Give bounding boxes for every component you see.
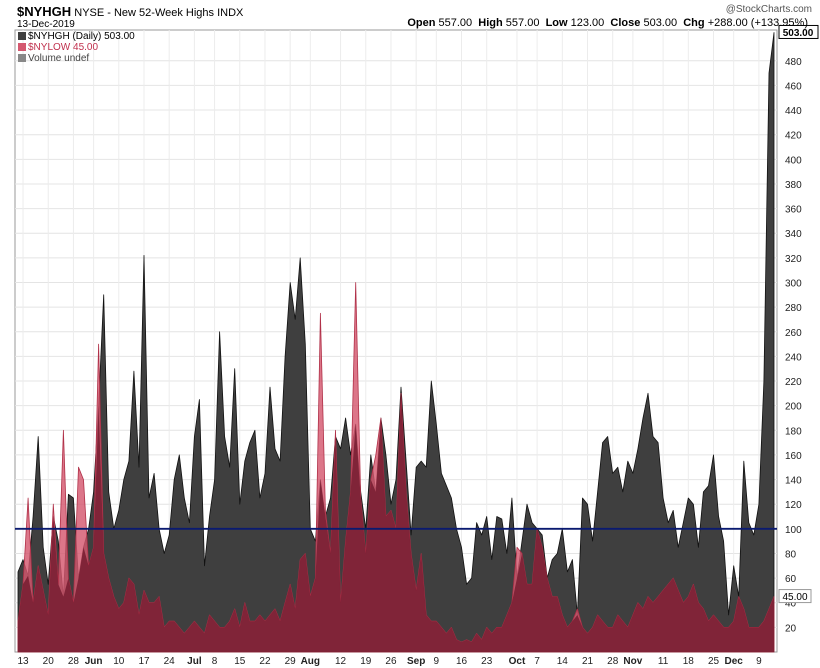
- x-tick-label: 18: [683, 656, 695, 667]
- open-value: 557.00: [438, 17, 473, 29]
- x-tick-label: 22: [259, 656, 271, 667]
- x-tick-label: Sep: [407, 656, 425, 667]
- last-value-markers: 503.00 45.00: [778, 24, 819, 604]
- y-tick-label: 220: [785, 377, 802, 388]
- y-tick-label: 200: [785, 402, 802, 413]
- x-tick-label: 16: [456, 656, 468, 667]
- chart-date: 13-Dec-2019: [17, 19, 75, 30]
- y-tick-label: 160: [785, 451, 802, 462]
- x-tick-label: 24: [164, 656, 176, 667]
- open-label: Open: [407, 17, 436, 29]
- svg-text:45.00: 45.00: [782, 592, 807, 603]
- close-label: Close: [610, 17, 641, 29]
- legend-volume-label: Volume undef: [28, 53, 90, 64]
- y-tick-label: 360: [785, 205, 802, 216]
- y-tick-label: 120: [785, 500, 802, 511]
- y-tick-label: 140: [785, 476, 802, 487]
- y-tick-label: 60: [785, 574, 797, 585]
- legend-highs-swatch: [18, 32, 26, 40]
- y-tick-label: 20: [785, 623, 797, 634]
- x-tick-label: 9: [434, 656, 440, 667]
- y-tick-label: 80: [785, 549, 797, 560]
- x-tick-label: 26: [385, 656, 397, 667]
- legend-lows-swatch: [18, 43, 26, 51]
- x-tick-label: 28: [607, 656, 619, 667]
- chart-header: $NYHGH NYSE - New 52-Week Highs INDX: [17, 5, 243, 20]
- y-axis-labels: 20 40 60 80 100 120 140 160 180 200 220 240 260 280 30…: [785, 57, 802, 635]
- low-value: 123.00: [570, 17, 605, 29]
- low-label: Low: [545, 17, 568, 29]
- x-tick-label: 13: [17, 656, 29, 667]
- x-tick-label: 17: [138, 656, 150, 667]
- x-tick-label: Oct: [509, 656, 526, 667]
- legend-lows: $NYLOW 45.00: [18, 42, 98, 53]
- x-tick-label: 19: [360, 656, 372, 667]
- x-tick-label: 8: [212, 656, 218, 667]
- x-tick-label: 23: [481, 656, 493, 667]
- x-tick-label: 29: [285, 656, 297, 667]
- x-tick-label: Aug: [301, 656, 320, 667]
- x-tick-label: Jul: [187, 656, 202, 667]
- y-tick-label: 440: [785, 106, 802, 117]
- close-value: 503.00: [643, 17, 678, 29]
- symbol: $NYHGH: [17, 4, 72, 19]
- chg-label: Chg: [683, 17, 705, 29]
- legend-volume: Volume undef: [18, 53, 89, 64]
- x-tick-label: 11: [658, 656, 669, 667]
- y-tick-label: 100: [785, 525, 802, 536]
- x-tick-label: 7: [534, 656, 540, 667]
- y-tick-label: 240: [785, 352, 802, 363]
- x-tick-label: 15: [234, 656, 246, 667]
- x-tick-label: Dec: [725, 656, 744, 667]
- legend-highs: $NYHGH (Daily) 503.00: [18, 31, 135, 42]
- overlap-area: [18, 393, 774, 652]
- legend-highs-label: $NYHGH (Daily) 503.00: [28, 31, 135, 42]
- high-label: High: [478, 17, 503, 29]
- y-tick-label: 40: [785, 599, 797, 610]
- x-tick-label: Nov: [623, 656, 642, 667]
- type-label: INDX: [217, 7, 244, 19]
- x-tick-label: 21: [582, 656, 594, 667]
- credit: @StockCharts.com: [725, 4, 812, 15]
- ohlc-readout: Open 557.00 High 557.00 Low 123.00 Close…: [407, 17, 808, 30]
- y-tick-label: 180: [785, 426, 802, 437]
- x-tick-label: 9: [756, 656, 762, 667]
- y-tick-label: 400: [785, 155, 802, 166]
- x-tick-label: 14: [557, 656, 569, 667]
- x-tick-label: 12: [335, 656, 347, 667]
- x-tick-label: 25: [708, 656, 720, 667]
- svg-text:503.00: 503.00: [783, 28, 814, 39]
- y-tick-label: 480: [785, 57, 802, 68]
- y-tick-label: 280: [785, 303, 802, 314]
- last-value-highs: 503.00: [778, 24, 819, 39]
- x-tick-label: 20: [43, 656, 55, 667]
- y-tick-label: 320: [785, 254, 802, 265]
- x-tick-label: Jun: [85, 656, 103, 667]
- legend-volume-swatch: [18, 54, 26, 62]
- x-axis-labels: 13 20 28 Jun 10 17 24 Jul 8 15 22 29 Aug 12 19 26 Sep 9 16…: [17, 656, 762, 667]
- last-value-lows: 45.00: [778, 589, 812, 604]
- legend-lows-label: $NYLOW 45.00: [28, 42, 99, 53]
- y-tick-label: 300: [785, 278, 802, 289]
- y-tick-label: 260: [785, 328, 802, 339]
- y-tick-label: 460: [785, 81, 802, 92]
- x-tick-label: 10: [113, 656, 125, 667]
- y-tick-label: 380: [785, 180, 802, 191]
- y-tick-label: 420: [785, 131, 802, 142]
- chg-value: +288.00 (+133.95%): [707, 17, 808, 29]
- high-value: 557.00: [505, 17, 540, 29]
- description: NYSE - New 52-Week Highs: [74, 7, 215, 19]
- x-tick-label: 28: [68, 656, 80, 667]
- y-tick-label: 340: [785, 229, 802, 240]
